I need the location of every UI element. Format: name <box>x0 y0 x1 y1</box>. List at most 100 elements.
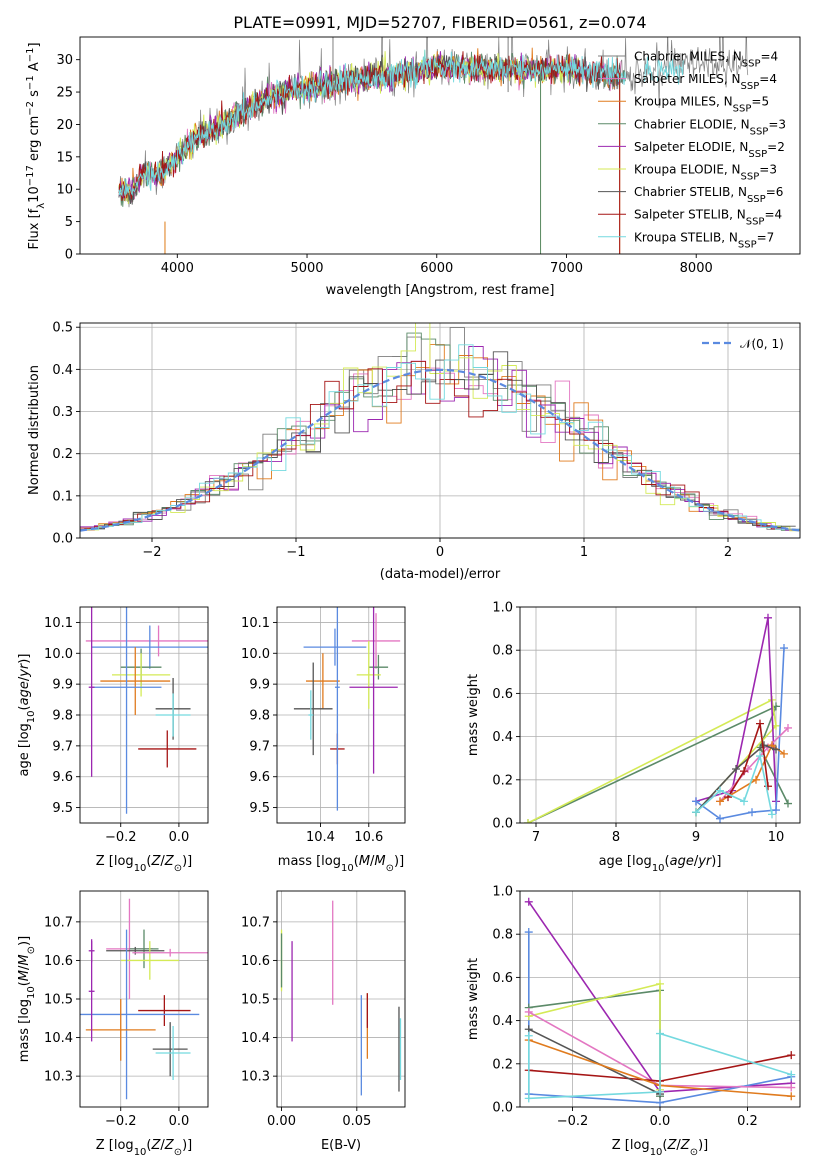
x-axis-label: age [log10(age/yr)] <box>599 854 722 874</box>
y-tick-label: 10.0 <box>241 647 270 662</box>
label-part: )] <box>182 1138 192 1153</box>
y-tick-label: 9.5 <box>52 801 73 816</box>
weight-line <box>719 727 789 802</box>
spectrum-frame <box>79 36 801 255</box>
label-part: A <box>27 62 42 75</box>
legend-entry: 𝒩(0, 1) <box>740 337 784 351</box>
errorbar-point <box>100 647 171 715</box>
legend-entry: Salpeter STELIB, NSSP=4 <box>634 208 782 228</box>
errorbar-point <box>356 640 381 709</box>
label-part: )] <box>698 1138 708 1153</box>
histogram-step <box>80 332 796 531</box>
y-tick-label: 9.6 <box>52 770 73 785</box>
label-part: 10 <box>341 863 354 874</box>
x-tick-label: −0.2 <box>557 1114 589 1129</box>
label-part: Chabrier MILES, N <box>634 50 742 64</box>
label-part: =4 <box>764 208 782 222</box>
y-tick-label: 9.7 <box>52 739 73 754</box>
errorbar-point <box>85 999 156 1061</box>
label-part: −1 <box>25 75 36 90</box>
weight-line <box>727 723 769 798</box>
plus-marker <box>524 1031 533 1040</box>
label-part: ( <box>665 854 670 869</box>
x-tick-label: 10 <box>768 830 785 845</box>
plus-marker <box>740 797 748 806</box>
plus-marker <box>787 1051 796 1060</box>
plus-marker <box>732 765 740 773</box>
y-tick-label: 5 <box>65 215 73 230</box>
errorbar-point <box>305 653 340 709</box>
label-part: ( <box>354 854 359 869</box>
chart-title: PLATE=0991, MJD=52707, FIBERID=0561, z=0… <box>233 13 646 32</box>
label-part: Z [log <box>96 854 134 869</box>
histogram-step <box>80 351 796 531</box>
weight-line <box>528 1028 661 1095</box>
y-tick-label: 9.7 <box>249 739 270 754</box>
label-part: =4 <box>759 72 777 86</box>
errorbar-point <box>349 607 398 774</box>
plus-marker <box>756 719 764 728</box>
plus-marker <box>656 1087 664 1096</box>
x-tick-label: 0 <box>436 545 444 560</box>
x-tick-label: −0.2 <box>105 830 137 845</box>
plus-marker <box>756 752 764 761</box>
x-tick-label: 0.00 <box>267 1114 296 1129</box>
label-part: Z <box>667 1138 678 1153</box>
plus-marker <box>784 723 792 732</box>
plus-marker <box>764 782 772 791</box>
plus-marker <box>524 897 533 906</box>
y-tick-label: 10.1 <box>241 616 270 631</box>
y-tick-label: 0.0 <box>52 532 73 547</box>
plus-marker <box>524 1007 533 1016</box>
label-part: s <box>27 90 42 101</box>
label-part: M <box>17 970 32 981</box>
label-part: SSP <box>741 81 760 92</box>
x-tick-label: 4000 <box>161 261 194 276</box>
label-part: =3 <box>768 117 786 131</box>
label-part: =6 <box>766 185 784 199</box>
label-part: =5 <box>751 95 769 109</box>
errorbar-point <box>132 948 208 957</box>
label-part: )] <box>17 654 32 664</box>
label-part: 10 <box>26 986 37 999</box>
y-tick-label: 0.5 <box>52 321 73 336</box>
mass_vs_Z-axes <box>80 891 208 1107</box>
x-tick-label: −1 <box>286 545 305 560</box>
label-part: 10 <box>650 1147 663 1158</box>
errorbar-point <box>120 941 179 980</box>
normal-reference-curve <box>80 368 800 532</box>
label-part: M <box>374 854 385 869</box>
y-tick-label: 10.0 <box>44 647 73 662</box>
y-tick-label: 20 <box>56 118 73 133</box>
x-tick-label: 10.4 <box>306 830 335 845</box>
y-tick-label: 1.0 <box>492 601 513 616</box>
histogram-step <box>80 360 800 530</box>
x-axis-label: Z [log10(Z/Z⊙)] <box>96 1138 193 1158</box>
label-part: SSP <box>733 103 752 114</box>
errorbar-point <box>155 693 191 737</box>
x-axis-label: wavelength [Angstrom, rest frame] <box>326 283 555 298</box>
label-part: ⊙ <box>690 1147 698 1158</box>
label-part: Chabrier ELODIE, N <box>634 117 750 131</box>
x-axis-label: (data-model)/error <box>380 567 501 582</box>
y-tick-label: 0.4 <box>52 363 73 378</box>
label-part: SSP <box>741 171 760 182</box>
plus-marker <box>716 786 724 795</box>
y-tick-label: 10 <box>56 183 73 198</box>
legend-entry: Chabrier MILES, NSSP=4 <box>634 50 778 70</box>
label-part: −2 <box>25 101 36 116</box>
x-tick-label: −2 <box>142 545 161 560</box>
y-tick-label: 30 <box>56 53 73 68</box>
mass_vs_ebv-axes <box>277 891 405 1107</box>
label-part: −1 <box>25 48 36 63</box>
y-tick-label: 10.3 <box>241 1070 270 1085</box>
label-part: SSP <box>750 126 769 137</box>
x-tick-label: 10.6 <box>354 830 383 845</box>
label-part: M <box>17 954 32 965</box>
weight-line <box>528 989 661 1097</box>
label-part: Kroupa ELODIE, N <box>634 163 741 177</box>
label-part: )] <box>394 854 404 869</box>
y-tick-label: 10.5 <box>241 993 270 1008</box>
label-part: / <box>160 1138 165 1153</box>
